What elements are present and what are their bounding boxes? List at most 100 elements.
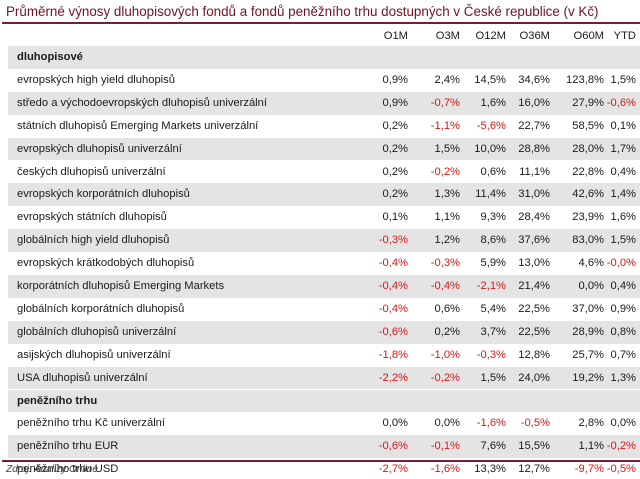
section-label: dluhopisové: [17, 51, 83, 63]
return-cell-ytd: 1,6%: [610, 211, 637, 224]
return-cell-o12m: 13,3%: [474, 463, 506, 476]
return-cell-o36m: 12,7%: [518, 463, 550, 476]
return-cell-o12m: -2,1%: [476, 280, 506, 292]
return-cell-o3m: 1,1%: [434, 211, 461, 224]
return-cell-o60m: 58,5%: [572, 119, 604, 132]
table-row: globálních korporátních dluhopisů -0,4% 0,…: [8, 298, 640, 321]
fund-category-label: peněžního trhu Kč univerzální: [17, 417, 166, 430]
table-row: peněžního trhu Kč univerzální 0,0% 0,0% -1,…: [8, 412, 640, 435]
return-cell-o36m: 13,0%: [518, 257, 550, 270]
column-header-ytd: YTD: [613, 30, 636, 42]
table-row: korporátních dluhopisů Emerging Markets -…: [8, 275, 640, 298]
return-cell-o60m: 19,2%: [572, 371, 604, 384]
section-label: peněžního trhu: [17, 394, 98, 407]
return-cell-ytd: 0,7%: [610, 348, 637, 361]
fund-category-label: evropských dluhopisů univerzální: [17, 142, 182, 155]
return-cell-o36m: 28,8%: [518, 142, 550, 155]
return-cell-o3m: -1,6%: [430, 463, 460, 476]
fund-category-label: evropských krátkodobých dluhopisů: [17, 257, 195, 270]
return-cell-o60m: 123,8%: [566, 73, 604, 86]
return-cell-ytd: 1,7%: [610, 142, 637, 155]
return-cell-o1m: -2,7%: [378, 463, 408, 476]
return-cell-ytd: 1,3%: [610, 371, 637, 384]
return-cell-o1m: -1,8%: [378, 348, 408, 361]
fund-category-label: evropských státních dluhopisů: [17, 211, 167, 224]
return-cell-o3m: 0,6%: [434, 302, 461, 315]
column-header-o3m: O3M: [435, 30, 460, 42]
fund-category-label: středo a východoevropských dluhopisů uni…: [17, 96, 267, 109]
return-cell-o1m: 0,2%: [382, 188, 409, 201]
bottom-divider: [2, 460, 640, 462]
return-cell-o60m: -9,7%: [574, 463, 604, 476]
table-row: středo a východoevropských dluhopisů uni…: [8, 91, 640, 115]
return-cell-o3m: 0,2%: [434, 325, 461, 338]
return-cell-ytd: 1,5%: [610, 73, 637, 86]
return-cell-o3m: -0,3%: [430, 257, 460, 270]
return-cell-o36m: 22,7%: [518, 119, 550, 132]
table-row: českých dluhopisů univerzální 0,2% -0,2% 0,…: [8, 161, 640, 184]
return-cell-ytd: 0,4%: [610, 165, 637, 178]
return-cell-ytd: 1,4%: [610, 188, 637, 201]
table-row: asijských dluhopisů univerzální -1,8% -1,0…: [8, 344, 640, 367]
source-note: Zdroj: Analizy Online: [6, 464, 98, 475]
return-cell-o60m: 25,7%: [572, 348, 604, 361]
return-cell-o36m: 31,0%: [518, 188, 550, 201]
return-cell-ytd: -0,2%: [606, 440, 636, 453]
fund-category-label: USA dluhopisů univerzální: [17, 371, 148, 384]
return-cell-o60m: 42,6%: [572, 188, 604, 201]
fund-category-label: peněžního trhu USD: [17, 463, 119, 476]
table-row: peněžního trhu USD -2,7% -1,6% 13,3% 12,7% -9…: [8, 458, 640, 479]
return-cell-o36m: 22,5%: [518, 302, 550, 315]
table-row: globálních dluhopisů univerzální -0,6% 0,2…: [8, 320, 640, 344]
return-cell-o60m: 4,6%: [578, 257, 605, 270]
return-cell-o1m: -0,6%: [378, 440, 408, 453]
return-cell-ytd: 0,8%: [610, 325, 637, 338]
return-cell-o12m: 14,5%: [474, 73, 506, 86]
column-header-o1m: O1M: [383, 30, 408, 42]
fund-category-label: evropských korporátních dluhopisů: [17, 188, 190, 201]
return-cell-ytd: 0,1%: [610, 119, 637, 132]
column-header-o12m: O12M: [475, 30, 506, 42]
fund-category-label: korporátních dluhopisů Emerging Markets: [17, 280, 225, 292]
table-row: státních dluhopisů Emerging Markets univ…: [8, 115, 640, 138]
return-cell-o1m: 0,2%: [382, 165, 409, 178]
return-cell-o1m: 0,9%: [382, 96, 409, 109]
table-row: evropských krátkodobých dluhopisů -0,4% -0…: [8, 252, 640, 275]
title-divider: [2, 22, 640, 24]
fund-category-label: globálních dluhopisů univerzální: [17, 325, 177, 338]
return-cell-o1m: -0,4%: [378, 302, 408, 315]
return-cell-o3m: -0,7%: [430, 96, 460, 109]
table-row: evropských high yield dluhopisů 0,9% 2,4% 1…: [8, 69, 640, 92]
return-cell-ytd: 1,5%: [610, 234, 637, 247]
return-cell-o3m: -0,2%: [430, 165, 460, 178]
table-row: globálních high yield dluhopisů -0,3% 1,2%…: [8, 229, 640, 253]
table-row: evropských dluhopisů univerzální 0,2% 1,5%…: [8, 137, 640, 161]
fund-category-label: státních dluhopisů Emerging Markets univ…: [17, 119, 259, 132]
return-cell-o12m: 1,6%: [480, 96, 507, 109]
return-cell-o1m: -0,4%: [378, 257, 408, 270]
fund-category-label: asijských dluhopisů univerzální: [17, 348, 171, 361]
return-cell-o60m: 28,0%: [572, 142, 604, 155]
return-cell-o3m: -0,4%: [430, 280, 460, 292]
return-cell-ytd: 0,0%: [610, 417, 637, 430]
table-row: peněžního trhu EUR -0,6% -0,1% 7,6% 15,5% 1,1…: [8, 435, 640, 459]
fund-category-label: globálních high yield dluhopisů: [17, 234, 170, 247]
table-row: evropských státních dluhopisů 0,1% 1,1% 9,3…: [8, 206, 640, 229]
return-cell-ytd: 0,9%: [610, 302, 637, 315]
return-cell-o3m: -1,0%: [430, 348, 460, 361]
return-cell-o12m: -0,3%: [476, 348, 506, 361]
return-cell-o3m: 1,2%: [434, 234, 461, 247]
return-cell-o36m: 16,0%: [518, 96, 550, 109]
return-cell-o1m: -0,3%: [378, 234, 408, 247]
return-cell-o1m: -2,2%: [378, 371, 408, 384]
return-cell-o36m: 22,5%: [518, 325, 550, 338]
return-cell-o12m: 10,0%: [474, 142, 506, 155]
return-cell-o3m: 0,0%: [434, 417, 461, 430]
return-cell-o1m: 0,1%: [382, 211, 409, 224]
return-cell-o12m: 5,9%: [480, 257, 507, 270]
return-cell-o60m: 2,8%: [578, 417, 605, 430]
return-cell-ytd: -0,6%: [606, 96, 636, 109]
return-cell-o36m: -0,5%: [520, 417, 550, 430]
return-cell-o60m: 23,9%: [572, 211, 604, 224]
return-cell-o1m: 0,2%: [382, 119, 409, 132]
